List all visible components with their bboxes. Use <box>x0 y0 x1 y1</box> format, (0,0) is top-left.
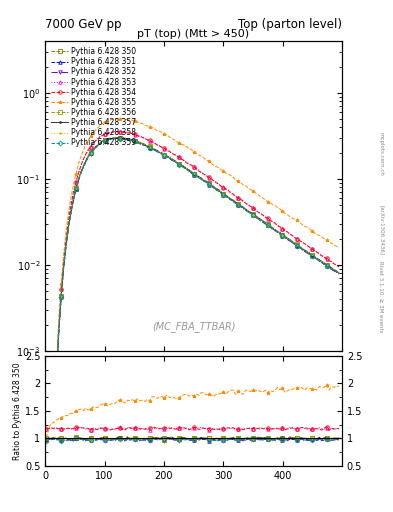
Pythia 6.428 352 <box>277 230 282 237</box>
Pythia 6.428 350 <box>105 136 110 142</box>
Pythia 6.428 352 <box>248 210 253 217</box>
Pythia 6.428 357 <box>125 135 130 141</box>
Pythia 6.428 358 <box>277 229 282 236</box>
Line: Pythia 6.428 359: Pythia 6.428 359 <box>45 136 341 512</box>
Pythia 6.428 350 <box>336 270 341 276</box>
Pythia 6.428 352 <box>125 136 130 142</box>
Pythia 6.428 352 <box>336 271 341 278</box>
Pythia 6.428 350 <box>125 136 130 142</box>
Pythia 6.428 357 <box>118 134 123 140</box>
Pythia 6.428 356 <box>329 265 334 271</box>
Line: Pythia 6.428 351: Pythia 6.428 351 <box>45 136 341 512</box>
Pythia 6.428 351 <box>118 135 123 141</box>
Pythia 6.428 357 <box>277 229 282 236</box>
Pythia 6.428 358 <box>105 136 110 142</box>
Line: Pythia 6.428 357: Pythia 6.428 357 <box>45 136 341 512</box>
Legend: Pythia 6.428 350, Pythia 6.428 351, Pythia 6.428 352, Pythia 6.428 353, Pythia 6: Pythia 6.428 350, Pythia 6.428 351, Pyth… <box>49 45 139 150</box>
Pythia 6.428 359 <box>277 231 282 238</box>
Line: Pythia 6.428 355: Pythia 6.428 355 <box>45 117 341 512</box>
Pythia 6.428 354 <box>248 203 253 209</box>
Pythia 6.428 353 <box>336 264 341 270</box>
Pythia 6.428 357 <box>248 209 253 215</box>
Pythia 6.428 354 <box>125 130 130 136</box>
Pythia 6.428 352 <box>209 182 213 188</box>
Pythia 6.428 354 <box>329 259 334 265</box>
Pythia 6.428 355 <box>248 186 253 193</box>
Pythia 6.428 355 <box>105 118 110 124</box>
Pythia 6.428 356 <box>125 135 130 141</box>
Line: Pythia 6.428 350: Pythia 6.428 350 <box>45 136 341 512</box>
Pythia 6.428 357 <box>336 270 341 276</box>
Pythia 6.428 353 <box>209 176 213 182</box>
Pythia 6.428 356 <box>113 135 118 141</box>
Pythia 6.428 352 <box>105 137 110 143</box>
Pythia 6.428 353 <box>248 203 253 209</box>
Pythia 6.428 350 <box>209 182 213 188</box>
Line: Pythia 6.428 353: Pythia 6.428 353 <box>45 130 341 512</box>
Pythia 6.428 356 <box>105 136 110 142</box>
Pythia 6.428 353 <box>125 130 130 136</box>
Pythia 6.428 350 <box>113 134 118 140</box>
Pythia 6.428 352 <box>115 135 120 141</box>
Pythia 6.428 359 <box>329 266 334 272</box>
Pythia 6.428 354 <box>336 264 341 270</box>
Pythia 6.428 356 <box>209 182 213 188</box>
Text: Rivet 3.1.10, ≥ 3M events: Rivet 3.1.10, ≥ 3M events <box>379 261 384 333</box>
Pythia 6.428 359 <box>209 183 213 189</box>
Pythia 6.428 358 <box>125 135 130 141</box>
Pythia 6.428 351 <box>336 270 341 276</box>
Pythia 6.428 353 <box>329 259 334 265</box>
Pythia 6.428 356 <box>336 269 341 275</box>
Pythia 6.428 357 <box>329 265 334 271</box>
Pythia 6.428 355 <box>115 116 120 122</box>
Pythia 6.428 355 <box>209 160 213 166</box>
Pythia 6.428 353 <box>277 224 282 230</box>
Line: Pythia 6.428 356: Pythia 6.428 356 <box>45 136 341 512</box>
Y-axis label: Ratio to Pythia 6.428 350: Ratio to Pythia 6.428 350 <box>13 362 22 460</box>
Pythia 6.428 358 <box>329 266 334 272</box>
Line: Pythia 6.428 354: Pythia 6.428 354 <box>45 130 341 512</box>
Pythia 6.428 351 <box>329 266 334 272</box>
Pythia 6.428 358 <box>113 134 118 140</box>
Pythia 6.428 354 <box>113 129 118 135</box>
Text: (MC_FBA_TTBAR): (MC_FBA_TTBAR) <box>152 321 235 332</box>
Pythia 6.428 355 <box>125 117 130 123</box>
Pythia 6.428 359 <box>105 137 110 143</box>
Pythia 6.428 357 <box>209 182 213 188</box>
Pythia 6.428 351 <box>125 137 130 143</box>
Pythia 6.428 356 <box>248 209 253 216</box>
Pythia 6.428 358 <box>248 209 253 216</box>
Pythia 6.428 359 <box>125 137 130 143</box>
Pythia 6.428 350 <box>329 265 334 271</box>
Pythia 6.428 357 <box>105 136 110 142</box>
Pythia 6.428 359 <box>115 135 120 141</box>
Pythia 6.428 354 <box>277 224 282 230</box>
Line: Pythia 6.428 352: Pythia 6.428 352 <box>45 136 341 512</box>
Pythia 6.428 350 <box>277 229 282 236</box>
Text: mcplots.cern.ch: mcplots.cern.ch <box>379 132 384 176</box>
Pythia 6.428 358 <box>209 182 213 188</box>
Pythia 6.428 351 <box>248 210 253 216</box>
Text: 7000 GeV pp: 7000 GeV pp <box>45 18 122 31</box>
Pythia 6.428 350 <box>248 209 253 216</box>
Pythia 6.428 353 <box>115 128 120 134</box>
Pythia 6.428 355 <box>336 245 341 251</box>
Pythia 6.428 353 <box>105 130 110 136</box>
Text: [arXiv:1306.3436]: [arXiv:1306.3436] <box>379 205 384 255</box>
Title: pT (top) (Mtt > 450): pT (top) (Mtt > 450) <box>138 29 250 39</box>
Pythia 6.428 358 <box>336 270 341 276</box>
Pythia 6.428 351 <box>105 136 110 142</box>
Pythia 6.428 359 <box>248 210 253 216</box>
Pythia 6.428 354 <box>209 176 213 182</box>
Line: Pythia 6.428 358: Pythia 6.428 358 <box>45 136 341 512</box>
Pythia 6.428 355 <box>277 206 282 212</box>
Pythia 6.428 354 <box>105 130 110 136</box>
Pythia 6.428 352 <box>329 266 334 272</box>
Pythia 6.428 356 <box>277 230 282 236</box>
Text: Top (parton level): Top (parton level) <box>238 18 342 31</box>
Pythia 6.428 359 <box>336 271 341 277</box>
Pythia 6.428 351 <box>209 183 213 189</box>
Pythia 6.428 351 <box>277 231 282 237</box>
Pythia 6.428 355 <box>329 240 334 246</box>
